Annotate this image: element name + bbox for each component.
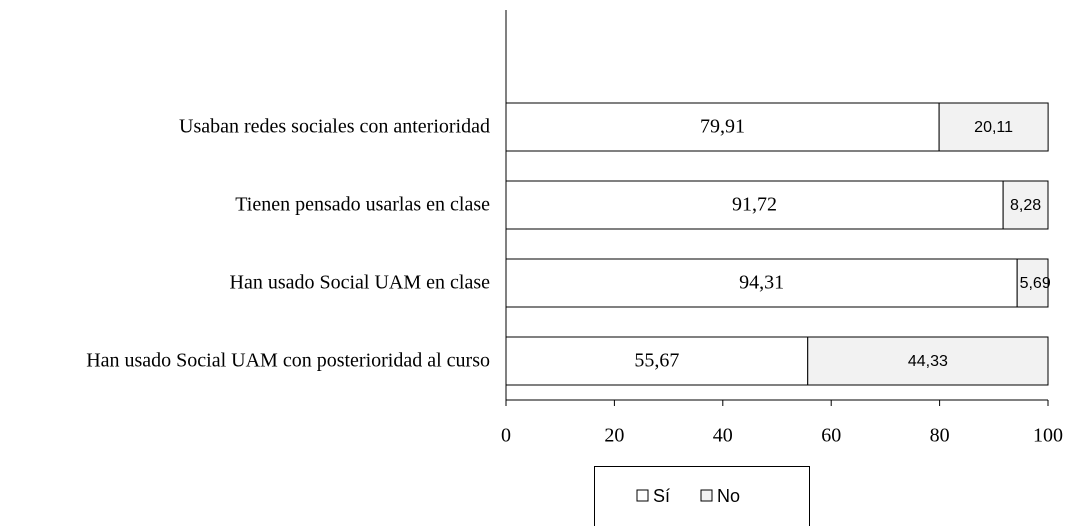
x-tick-label: 80 <box>930 425 950 447</box>
x-tick-label: 20 <box>604 425 624 447</box>
category-label: Han usado Social UAM en clase <box>0 271 491 295</box>
value-label: 91,72 <box>732 194 777 216</box>
legend-label: Sí <box>653 486 670 506</box>
category-label: Han usado Social UAM con posterioridad a… <box>0 350 490 373</box>
category-label: Tienen pensado usarlas en clase <box>0 194 490 217</box>
x-tick-label: 100 <box>1033 425 1063 447</box>
value-label: 44,33 <box>908 353 948 370</box>
x-tick-label: 0 <box>501 425 511 447</box>
value-label: 79,91 <box>700 116 745 138</box>
bar-segment <box>505 336 809 386</box>
bar-segment <box>505 180 1004 230</box>
value-label: 20,11 <box>974 119 1013 136</box>
bar-segment <box>807 336 1049 386</box>
legend-label: No <box>717 486 740 506</box>
legend-swatch <box>700 489 713 502</box>
legend-box <box>594 466 810 526</box>
value-label: 55,67 <box>634 350 679 372</box>
category-text: Han usado Social UAM con posterioridad a… <box>86 349 490 372</box>
category-text: Tienen pensado usarlas en clase <box>235 193 490 216</box>
value-label: 8,28 <box>1010 197 1041 214</box>
category-text: Han usado Social UAM en clase <box>229 271 491 294</box>
x-tick-label: 60 <box>821 425 841 447</box>
value-label: 5,69 <box>1020 275 1051 292</box>
category-text: Usaban redes sociales con anterioridad <box>179 115 490 138</box>
bar-segment <box>505 102 940 152</box>
bar-segment <box>1002 180 1049 230</box>
legend-swatch <box>636 489 649 502</box>
category-label: Usaban redes sociales con anterioridad <box>0 116 490 139</box>
bar-segment <box>1016 258 1049 308</box>
value-label: 94,31 <box>739 272 784 294</box>
x-tick-label: 40 <box>713 425 733 447</box>
bar-segment <box>938 102 1049 152</box>
